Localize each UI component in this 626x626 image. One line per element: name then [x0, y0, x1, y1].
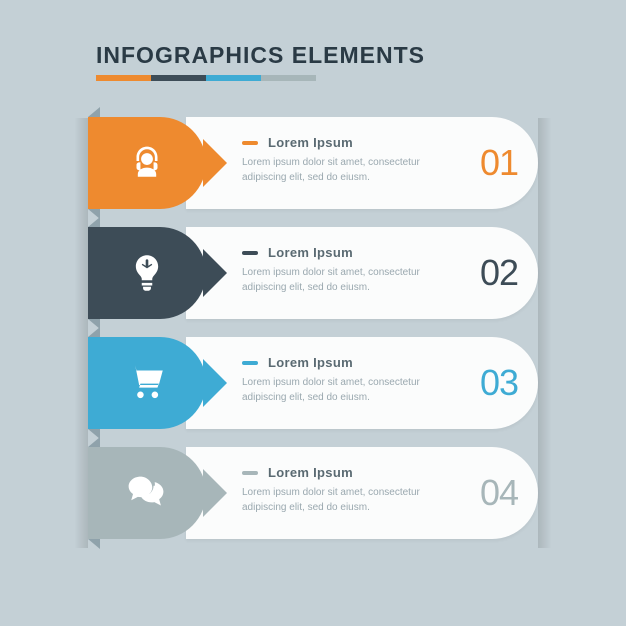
heading-dash [242, 471, 258, 475]
right-shadow-gutter [538, 118, 552, 548]
row-body-text: Lorem ipsum dolor sit amet, consectetur … [242, 156, 450, 185]
page-title: INFOGRAPHICS ELEMENTS [88, 42, 538, 69]
info-row-4: Lorem Ipsum Lorem ipsum dolor sit amet, … [88, 447, 538, 539]
row-heading: Lorem Ipsum [242, 465, 450, 480]
rows-container: Lorem Ipsum Lorem ipsum dolor sit amet, … [88, 117, 538, 539]
fold-shadow [88, 327, 100, 337]
heading-dash [242, 361, 258, 365]
info-row-2: Lorem Ipsum Lorem ipsum dolor sit amet, … [88, 227, 538, 319]
fold-shadow [88, 217, 100, 227]
shopping-cart-icon [126, 360, 168, 407]
row-number: 01 [480, 142, 518, 184]
row-body-text: Lorem ipsum dolor sit amet, consectetur … [242, 486, 450, 515]
row-number: 02 [480, 252, 518, 294]
fold-shadow [88, 437, 100, 447]
row-body-text: Lorem ipsum dolor sit amet, consectetur … [242, 376, 450, 405]
row-panel: Lorem Ipsum Lorem ipsum dolor sit amet, … [186, 447, 538, 539]
lightbulb-icon [126, 250, 168, 297]
heading-dash [242, 141, 258, 145]
color-bar-seg-4 [261, 75, 316, 81]
row-heading-text: Lorem Ipsum [268, 355, 353, 370]
row-tag [88, 227, 206, 319]
headset-user-icon [126, 140, 168, 187]
row-body-text: Lorem ipsum dolor sit amet, consectetur … [242, 266, 450, 295]
row-tag [88, 447, 206, 539]
row-panel: Lorem Ipsum Lorem ipsum dolor sit amet, … [186, 117, 538, 209]
row-heading-text: Lorem Ipsum [268, 245, 353, 260]
infographic-stage: INFOGRAPHICS ELEMENTS Lorem Ipsum Lorem … [88, 42, 538, 539]
color-bar-seg-2 [151, 75, 206, 81]
color-bar-seg-3 [206, 75, 261, 81]
row-heading: Lorem Ipsum [242, 135, 450, 150]
chat-bubbles-icon [126, 470, 168, 517]
row-tag [88, 117, 206, 209]
fold-shadow [88, 107, 100, 117]
accent-color-bar [96, 75, 316, 81]
fold-shadow [88, 539, 100, 549]
row-heading: Lorem Ipsum [242, 355, 450, 370]
color-bar-seg-1 [96, 75, 151, 81]
row-number: 03 [480, 362, 518, 404]
row-number: 04 [480, 472, 518, 514]
info-row-1: Lorem Ipsum Lorem ipsum dolor sit amet, … [88, 117, 538, 209]
info-row-3: Lorem Ipsum Lorem ipsum dolor sit amet, … [88, 337, 538, 429]
row-panel: Lorem Ipsum Lorem ipsum dolor sit amet, … [186, 227, 538, 319]
row-heading-text: Lorem Ipsum [268, 465, 353, 480]
row-heading: Lorem Ipsum [242, 245, 450, 260]
row-heading-text: Lorem Ipsum [268, 135, 353, 150]
heading-dash [242, 251, 258, 255]
row-tag [88, 337, 206, 429]
left-shadow-gutter [74, 118, 88, 548]
row-panel: Lorem Ipsum Lorem ipsum dolor sit amet, … [186, 337, 538, 429]
